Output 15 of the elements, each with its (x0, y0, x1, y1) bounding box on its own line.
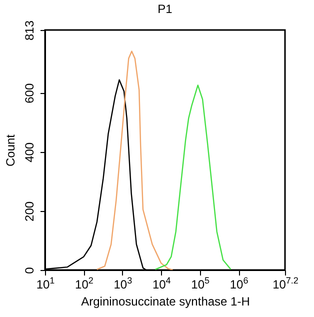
y-tick-label: 0 (22, 266, 36, 274)
y-tick-label: 400 (22, 142, 36, 162)
x-tick-label: 10$^{2}$ (75, 276, 94, 292)
y-axis-title: Count (4, 134, 18, 167)
x-tick-label: 10$^{6}$ (230, 276, 248, 292)
x-tick-label: 10$^{1}$ (36, 276, 55, 292)
x-tick-label: 10$^{4}$ (152, 276, 171, 292)
y-tick-label: 813 (22, 20, 36, 41)
x-axis-title: Argininosuccinate synthase 1-H (81, 294, 250, 308)
x-tick-label: 10$^{7.2}$ (272, 276, 298, 292)
y-tick-label: 600 (22, 83, 36, 104)
x-tick-label: 10$^{5}$ (191, 276, 210, 292)
x-tick-label: 10$^{3}$ (114, 276, 132, 292)
y-tick-label: 200 (22, 201, 36, 222)
chart-title: P1 (158, 2, 173, 16)
